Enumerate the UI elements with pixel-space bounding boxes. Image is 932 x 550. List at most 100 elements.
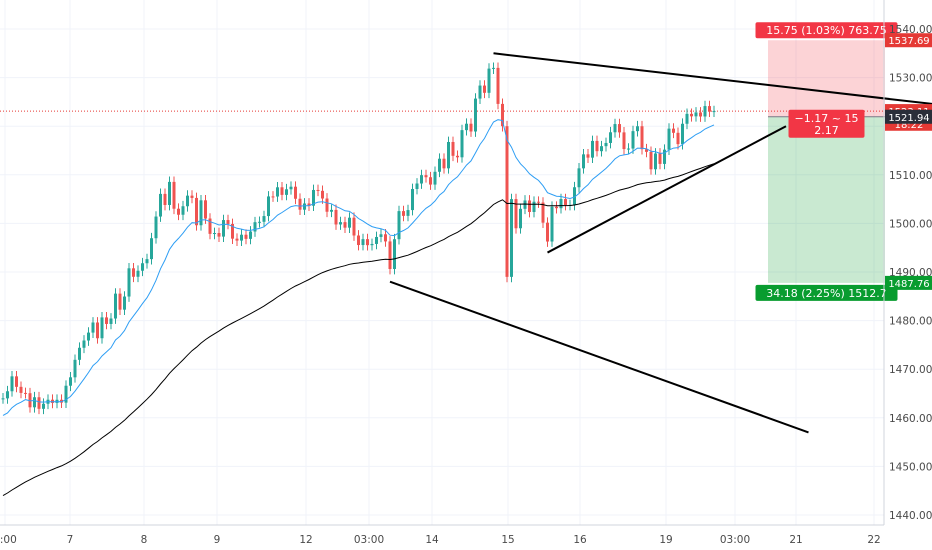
rising-wedge-line-line — [547, 125, 787, 254]
candle-body — [487, 68, 491, 93]
candle-body — [397, 211, 401, 240]
candle-body — [1, 398, 5, 400]
candle-body — [595, 140, 599, 152]
candle-body — [78, 347, 81, 360]
candle-body — [100, 317, 104, 339]
candle-body — [159, 193, 162, 217]
candle-body — [442, 158, 446, 169]
candle-body — [555, 206, 558, 209]
y-tick-label: 1450.00 — [889, 461, 932, 473]
candle-body — [24, 392, 27, 394]
candle-body — [654, 153, 657, 170]
upper-resistance-line — [493, 52, 932, 105]
candle-body — [514, 199, 518, 229]
candle-body — [645, 149, 648, 152]
candle-body — [564, 199, 567, 205]
candle-body — [244, 234, 248, 239]
candle-body — [91, 322, 95, 333]
moving-averages — [2, 119, 715, 497]
y-tick-label: 1530.00 — [889, 73, 932, 85]
candle-body — [307, 203, 311, 206]
candle-body — [379, 234, 383, 237]
candle-body — [226, 220, 230, 224]
candle-body — [37, 397, 41, 409]
candle-body — [672, 128, 675, 133]
candle-body — [631, 131, 635, 149]
candle-body — [685, 113, 689, 124]
candle-body — [199, 200, 203, 226]
candle-body — [681, 123, 684, 145]
y-tick-label: 1440.00 — [889, 510, 932, 522]
candle-body — [384, 234, 387, 242]
candle-body — [96, 322, 99, 339]
candle-body — [663, 149, 666, 164]
candle-body — [136, 270, 140, 277]
target-label-box — [755, 284, 898, 301]
candle-body — [361, 239, 365, 246]
candle-body — [577, 168, 581, 188]
candle-body — [172, 181, 176, 209]
candle-body — [546, 222, 549, 242]
candle-body — [451, 141, 455, 156]
candle-body — [222, 220, 225, 237]
position-tool[interactable] — [0, 40, 885, 283]
candle-body — [375, 236, 378, 244]
price-label: 1537.69 — [888, 36, 929, 47]
trendlines[interactable] — [389, 52, 932, 434]
risk-reward-label-text: −1.17 ~ 15 — [795, 112, 859, 125]
candle-body — [424, 175, 428, 178]
risk-reward-label-text: 2.17 — [814, 124, 839, 137]
candle-body — [19, 386, 23, 393]
candle-body — [231, 223, 234, 239]
candle-body — [523, 200, 527, 209]
position-labels: 15.75 (1.03%) 763.75 −1.17 ~ 152.17 34.18 … — [755, 22, 898, 301]
price-label: 1487.76 — [888, 279, 929, 290]
candle-body — [658, 153, 662, 164]
candle-body — [433, 171, 437, 185]
stop-zone — [768, 40, 885, 117]
candle-body — [15, 376, 18, 387]
candle-body — [712, 111, 716, 113]
candle-body — [676, 132, 680, 145]
candle-body — [249, 231, 252, 239]
candle-body — [181, 206, 185, 215]
candle-body — [28, 393, 32, 408]
candle-body — [204, 200, 207, 219]
candle-body — [262, 216, 266, 222]
x-tick-label: 8 — [141, 534, 148, 546]
candle-body — [132, 268, 135, 277]
candle-body — [289, 186, 293, 190]
candle-body — [600, 146, 603, 152]
candle-body — [82, 340, 86, 348]
candle-body — [118, 293, 122, 310]
candle-body — [73, 359, 77, 378]
y-tick-label: 1480.00 — [889, 316, 932, 328]
candle-body — [330, 209, 333, 212]
candle-body — [667, 128, 671, 150]
candle-body — [186, 195, 189, 207]
candle-body — [253, 222, 257, 232]
candle-body — [429, 177, 432, 185]
candle-body — [42, 403, 45, 409]
candle-body — [541, 202, 545, 223]
candle-body — [334, 209, 338, 225]
candle-body — [343, 222, 347, 228]
candle-body — [33, 397, 36, 408]
candle-body — [141, 263, 144, 271]
candle-body — [339, 222, 342, 225]
candle-body — [388, 241, 392, 269]
candle-body — [438, 158, 441, 172]
y-tick-label: 1510.00 — [889, 170, 932, 182]
candle-body — [402, 211, 405, 216]
candle-body — [258, 221, 261, 223]
candle-body — [483, 85, 486, 93]
x-tick-label: 19 — [659, 534, 672, 546]
candle-body — [474, 98, 477, 132]
y-tick-label: 1500.00 — [889, 218, 932, 230]
candle-body — [123, 296, 126, 310]
candle-body — [627, 148, 630, 150]
x-tick-label: 15 — [501, 534, 514, 546]
candle-body — [177, 208, 180, 215]
